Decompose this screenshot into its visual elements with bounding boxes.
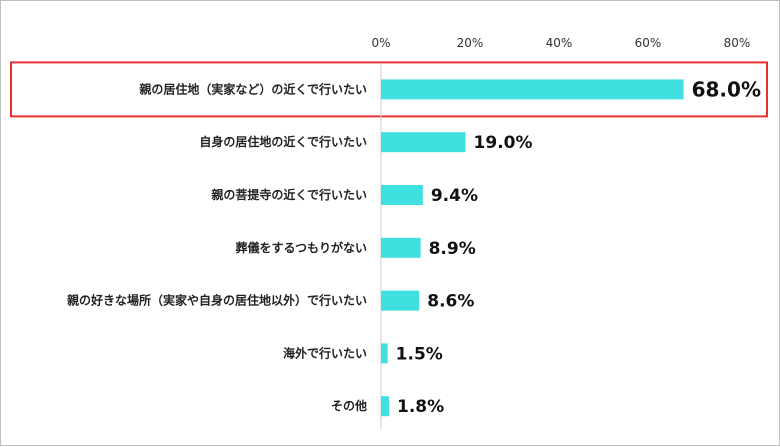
category-label: 海外で行いたい: [283, 345, 367, 360]
bar: [381, 237, 421, 258]
bar: [381, 290, 420, 311]
bar: [381, 343, 388, 364]
x-tick-label: 20%: [457, 36, 484, 50]
value-label: 8.6%: [427, 292, 474, 312]
value-label: 1.5%: [396, 344, 443, 364]
bar: [381, 396, 390, 417]
category-label: 親の好きな場所（実家や自身の居住地以外）で行いたい: [67, 293, 367, 308]
value-label: 1.8%: [397, 397, 444, 417]
value-label: 9.4%: [431, 186, 478, 206]
value-label: 8.9%: [429, 239, 476, 259]
category-label: その他: [331, 398, 367, 413]
bar: [381, 185, 423, 205]
value-label: 68.0%: [692, 77, 761, 101]
bar: [381, 79, 684, 100]
bar: [381, 132, 466, 153]
value-label: 19.0%: [474, 133, 533, 153]
x-tick-label: 40%: [546, 36, 573, 50]
highlight-box: [10, 61, 768, 118]
category-label: 自身の居住地の近くで行いたい: [199, 134, 367, 149]
x-tick-label: 60%: [635, 36, 662, 50]
category-label: 親の菩提寺の近くで行いたい: [211, 187, 367, 202]
x-tick-label: 0%: [371, 36, 390, 50]
x-tick-label: 80%: [724, 36, 751, 50]
category-label: 親の居住地（実家など）の近くで行いたい: [139, 81, 367, 96]
category-label: 葬儀をするつもりがない: [235, 240, 367, 255]
